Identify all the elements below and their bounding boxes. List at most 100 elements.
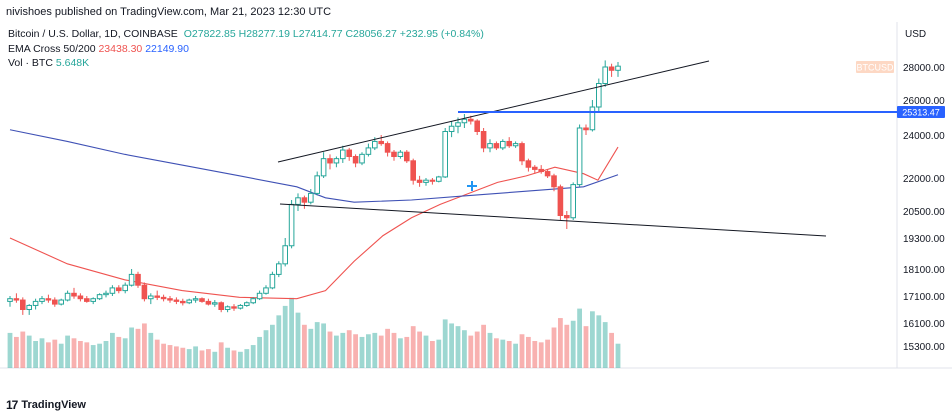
candle-body bbox=[295, 197, 301, 205]
volume-bar bbox=[250, 345, 256, 368]
symbol-label[interactable]: Bitcoin / U.S. Dollar, 1D, COINBASE bbox=[8, 28, 178, 40]
candle-body bbox=[557, 186, 564, 217]
candle-body bbox=[320, 158, 327, 177]
volume-bar bbox=[282, 305, 288, 368]
ema-fast-value: 23438.30 bbox=[98, 42, 143, 55]
candle-body bbox=[64, 292, 71, 301]
candle-body bbox=[512, 143, 519, 147]
ema-label[interactable]: EMA Cross 50/200 bbox=[8, 42, 96, 55]
volume-bar bbox=[257, 336, 262, 368]
volume-bar bbox=[154, 339, 160, 368]
candle-body bbox=[474, 120, 480, 132]
candle-body bbox=[602, 66, 609, 84]
candle-body bbox=[493, 143, 500, 149]
candle-body bbox=[608, 66, 615, 71]
candle-body bbox=[397, 151, 404, 157]
ohlc-values: O27822.85 H28277.19 L27414.77 C28056.27 … bbox=[183, 28, 484, 40]
tradingview-logo-icon: 17 bbox=[6, 398, 18, 412]
price-chart[interactable]: USD 28000.00 26000.00 24000.00 22000.00 20500… bbox=[0, 22, 952, 374]
candle-body bbox=[576, 127, 583, 186]
ema-200-line bbox=[9, 129, 619, 203]
candle-body bbox=[173, 299, 180, 302]
y-tick-label: 26000.00 bbox=[903, 96, 945, 107]
candle-body bbox=[615, 65, 621, 71]
candle-body bbox=[282, 245, 288, 265]
symbol-row: Bitcoin / U.S. Dollar, 1D, COINBASE O278… bbox=[8, 27, 484, 42]
volume-bar bbox=[270, 324, 275, 368]
price-badge bbox=[897, 106, 945, 119]
volume-bar bbox=[398, 338, 403, 368]
volume-bar bbox=[321, 323, 326, 368]
y-tick-label: 20500.00 bbox=[903, 207, 945, 218]
candle-body bbox=[468, 118, 474, 122]
candle-body bbox=[71, 292, 77, 297]
volume-bar bbox=[231, 350, 237, 368]
volume-label[interactable]: Vol · BTC bbox=[8, 57, 53, 69]
volume-bar bbox=[500, 339, 506, 368]
candle-body bbox=[20, 299, 26, 310]
candle-body bbox=[500, 140, 506, 149]
candle-body bbox=[538, 168, 545, 173]
volume-bar bbox=[404, 336, 410, 368]
volume-bar bbox=[372, 332, 378, 368]
volume-bar bbox=[26, 335, 32, 368]
volume-bar bbox=[506, 341, 512, 368]
candle-body bbox=[122, 284, 129, 292]
candle-body bbox=[340, 149, 346, 160]
volume-bar bbox=[84, 342, 90, 368]
candle-body bbox=[205, 300, 212, 305]
volume-bar bbox=[577, 308, 582, 368]
volume-bar bbox=[289, 297, 294, 368]
volume-bar bbox=[295, 312, 301, 368]
volume-bar bbox=[385, 328, 390, 368]
chart-legend: Bitcoin / U.S. Dollar, 1D, COINBASE O278… bbox=[8, 27, 484, 71]
candle-body bbox=[13, 298, 20, 301]
volume-bar bbox=[513, 343, 518, 368]
volume-bar bbox=[212, 351, 218, 368]
brand-name: TradingView bbox=[21, 399, 86, 411]
volume-bar bbox=[602, 322, 608, 368]
candle-body bbox=[224, 306, 231, 310]
candle-body bbox=[96, 294, 103, 300]
volume-bar bbox=[519, 334, 525, 368]
y-tick-label: 22000.00 bbox=[903, 174, 945, 185]
volume-bar bbox=[308, 328, 314, 368]
candle-body bbox=[506, 140, 512, 147]
candle-body bbox=[564, 215, 570, 219]
volume-bar bbox=[462, 330, 467, 368]
volume-bar bbox=[468, 335, 474, 368]
volume-bar bbox=[90, 345, 96, 368]
volume-bar bbox=[225, 347, 230, 368]
candle-body bbox=[90, 298, 97, 302]
volume-bar bbox=[135, 328, 141, 368]
candle-body bbox=[135, 273, 141, 286]
volume-bar bbox=[46, 342, 51, 368]
ema-row: EMA Cross 50/200 23438.30 22149.90 bbox=[8, 42, 484, 57]
candle-body bbox=[128, 273, 135, 286]
candle-body bbox=[333, 158, 340, 164]
candle-body bbox=[429, 179, 436, 182]
candle-body bbox=[218, 302, 224, 310]
candle-body bbox=[378, 140, 384, 145]
candle-body bbox=[276, 263, 282, 275]
volume-bar bbox=[532, 341, 538, 368]
candle-body bbox=[589, 106, 596, 131]
volume-bar bbox=[71, 338, 77, 368]
volume-row: Vol · BTC 5.648K bbox=[8, 56, 484, 71]
candle-body bbox=[346, 149, 352, 158]
candle-body bbox=[404, 151, 410, 162]
candle-body bbox=[244, 302, 250, 306]
y-tick-label: 19300.00 bbox=[903, 234, 945, 245]
candle-body bbox=[480, 131, 487, 149]
volume-bar bbox=[615, 343, 621, 368]
volume-bar bbox=[52, 339, 58, 368]
candle-body bbox=[154, 295, 160, 298]
candle-body bbox=[212, 302, 218, 305]
candle-body bbox=[109, 287, 116, 294]
candle-body bbox=[544, 171, 551, 177]
volume-bar bbox=[449, 323, 454, 368]
volume-bar bbox=[474, 331, 480, 368]
footer-brand: 17 TradingView bbox=[6, 398, 86, 412]
ema-50-line bbox=[9, 146, 619, 300]
candle-body bbox=[448, 125, 455, 132]
